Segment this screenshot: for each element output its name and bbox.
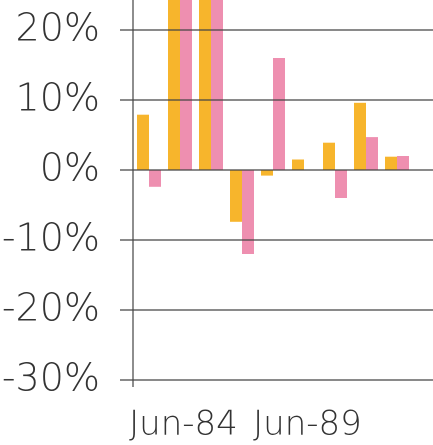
bar — [149, 170, 161, 187]
y-tick-label: 20% — [16, 6, 100, 50]
bar — [230, 170, 242, 222]
y-tick-label: -10% — [2, 216, 100, 260]
bar — [385, 156, 397, 170]
bar — [137, 114, 149, 170]
bar — [323, 142, 335, 170]
bar — [273, 58, 285, 170]
bar — [261, 170, 273, 176]
bar — [180, 0, 192, 170]
y-tick-label: -20% — [2, 286, 100, 330]
y-tick-label: 0% — [40, 146, 100, 190]
bar — [335, 170, 347, 198]
y-tick-label: -30% — [2, 356, 100, 400]
x-tick-label: Jun-89 — [253, 404, 362, 444]
bar — [168, 0, 180, 170]
x-tick-label: Jun-84 — [129, 404, 238, 444]
bar — [211, 0, 223, 170]
bar — [354, 102, 366, 170]
bar — [199, 0, 211, 170]
bar — [242, 170, 254, 254]
bar — [397, 156, 409, 170]
bar — [292, 159, 304, 170]
bar — [366, 137, 378, 170]
y-tick-label: 10% — [16, 76, 100, 120]
